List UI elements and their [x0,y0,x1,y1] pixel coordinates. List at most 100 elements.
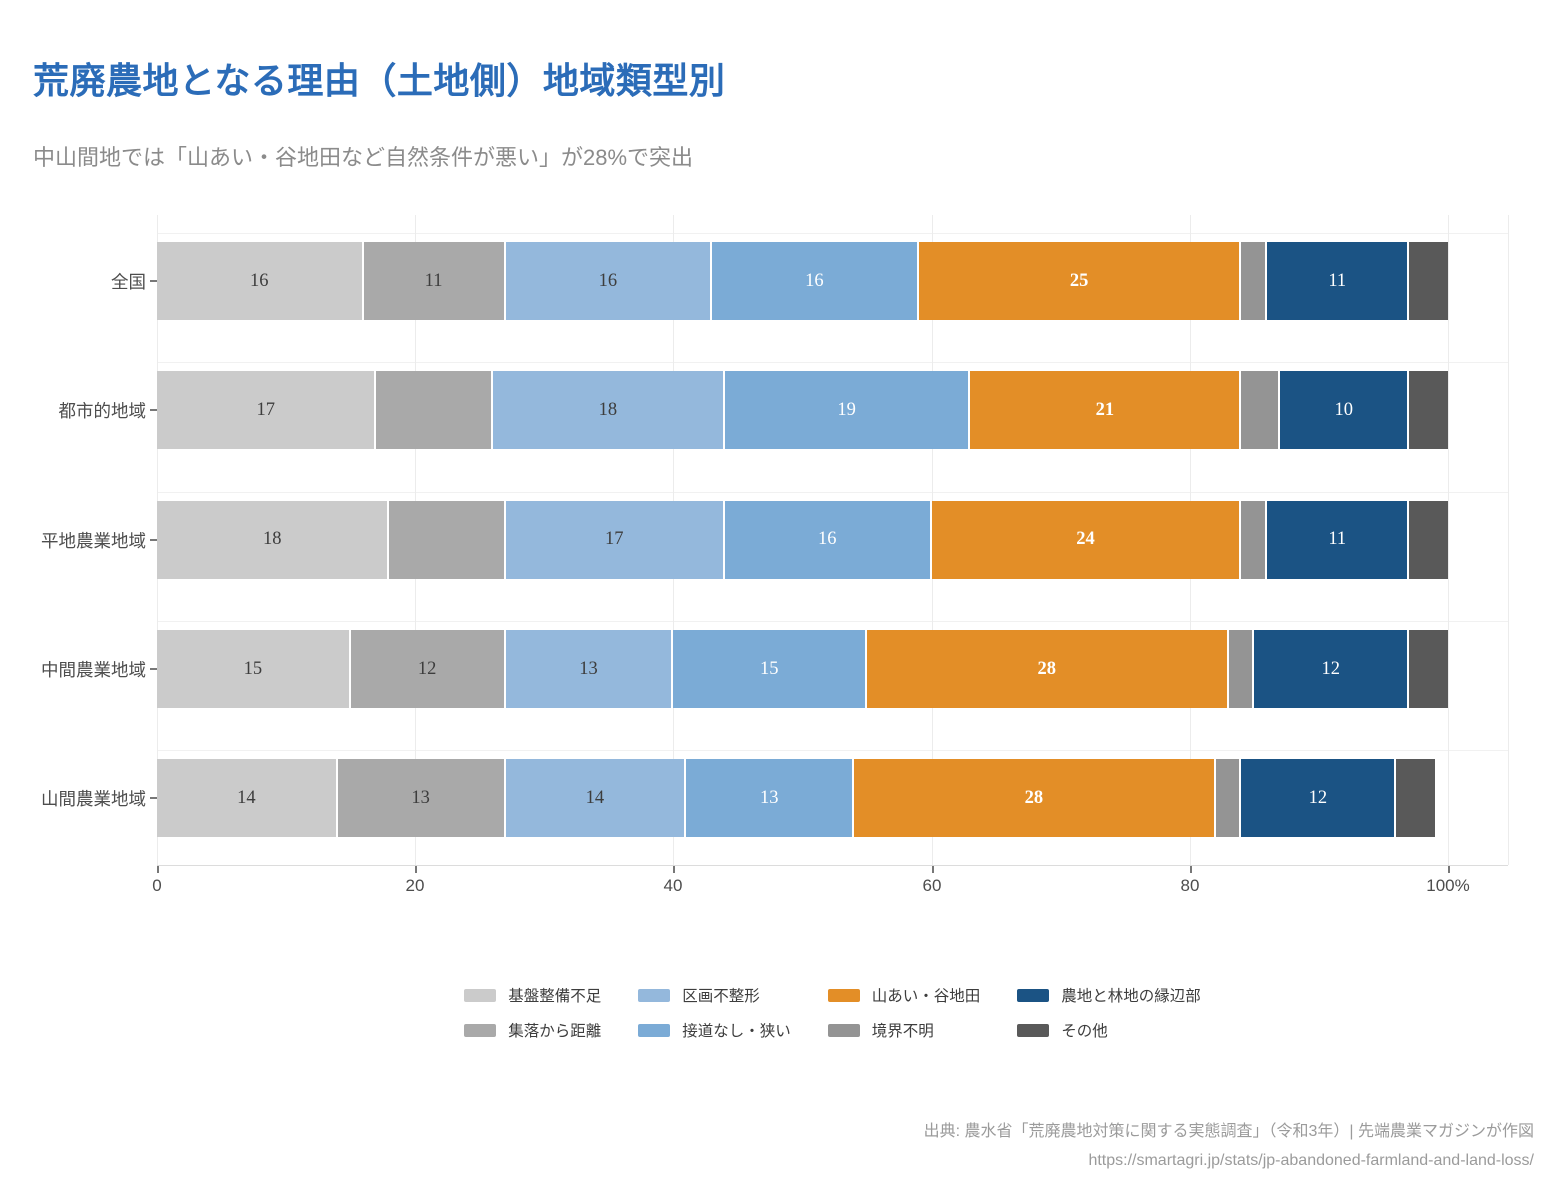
bar-segment [1409,242,1448,320]
x-axis-tick [673,866,675,873]
bar-segment: 15 [673,630,866,709]
bar-value-label: 28 [1037,658,1057,679]
bar-value-label: 18 [598,400,618,421]
bar-segment: 13 [337,759,504,838]
bar-segment [376,371,491,450]
bar-segment: 12 [350,630,504,709]
bar-segment [1396,759,1436,838]
bar-segment: 14 [157,759,336,838]
legend-swatch-icon [638,1023,671,1037]
legend-label: 接道なし・狭い [682,1023,791,1040]
bar-value-label: 24 [1076,529,1095,550]
bar-value-label: 13 [759,788,779,809]
legend-swatch-icon [464,1023,497,1037]
bar-segment: 21 [970,371,1240,450]
y-axis-tick [150,797,157,800]
bar-segment [1409,500,1448,579]
legend-swatch-icon [827,988,860,1002]
y-axis-label: 中間農業地域 [41,660,146,681]
bar-segment [1409,630,1448,709]
legend-item: 接道なし・狭い [638,1019,791,1041]
chart-legend: 基盤整備不足 集落から距離 区画不整形 接道なし・狭い 山あい・谷地田 境界不明 農地と林地… [157,984,1508,1041]
legend-item: 区画不整形 [638,984,791,1006]
bar-segment: 18 [492,371,724,450]
bar-value-label: 13 [579,658,598,679]
bar-segment [1241,500,1266,579]
bar-segment [1241,242,1266,320]
bar-value-label: 15 [243,658,263,679]
bar-value-label: 25 [1069,270,1089,291]
bar-value-label: 15 [759,658,779,679]
horizontal-gridline [157,362,1508,364]
bar-segment: 25 [918,242,1240,320]
bar-value-label: 16 [805,270,824,291]
horizontal-gridline [157,750,1508,752]
legend-label: 基盤整備不足 [508,988,602,1005]
bar-value-label: 16 [250,270,269,291]
bar-segment: 18 [157,500,388,579]
bar-value-label: 12 [1321,658,1341,679]
x-tick-label: 0 [152,876,162,895]
x-tick-label: 20 [405,876,425,895]
source-attribution: 出典: 農水省「荒廃農地対策に関する実態調査」（令和3年）| 先端農業マガジンが… [924,1118,1534,1175]
bar-segment: 14 [505,759,685,838]
page-title: 荒廃農地となる理由（土地側）地域類型別 [33,60,726,101]
bar-segment: 15 [157,630,349,709]
bar-value-label: 12 [1308,788,1328,809]
x-tick-label: 40 [663,876,683,895]
legend-swatch-icon [638,988,671,1002]
bar-segment: 11 [1267,242,1408,320]
bar-value-label: 19 [837,400,856,421]
legend-label: 山あい・谷地田 [871,988,981,1005]
x-axis-line [157,865,1508,866]
legend-label: その他 [1061,1023,1108,1040]
bar-segment: 28 [854,759,1214,838]
y-axis-label: 都市的地域 [58,401,147,422]
legend-swatch-icon [1017,1023,1050,1037]
y-axis-tick [150,668,157,671]
x-axis-tick [1448,866,1450,873]
x-axis-tick [932,866,934,873]
bar-value-label: 11 [1328,529,1347,550]
legend-item: 山あい・谷地田 [827,984,981,1006]
bar-segment: 28 [867,630,1227,709]
bar-segment: 16 [725,500,930,579]
page-subtitle: 中山間地では「山あい・谷地田など自然条件が悪い」が28%で突出 [33,145,694,170]
bar-segment [1228,630,1253,709]
bar-value-label: 28 [1024,788,1044,809]
x-tick-label: 100% [1426,876,1470,895]
legend-label: 集落から距離 [508,1023,602,1040]
bar-segment: 12 [1254,630,1408,709]
bar-value-label: 13 [411,788,430,809]
bar-segment: 11 [1267,500,1408,579]
legend-item: 境界不明 [827,1019,981,1041]
legend-swatch-icon [1017,988,1050,1002]
bar-segment [1241,371,1279,450]
y-axis-tick [150,538,157,541]
bar-value-label: 12 [417,658,437,679]
bar-segment [1215,759,1240,838]
bar-value-label: 14 [237,788,256,809]
bar-segment: 17 [157,371,375,450]
horizontal-gridline [157,233,1508,234]
legend-item: その他 [1017,1019,1201,1041]
x-axis-tick [415,866,417,873]
bar-segment: 10 [1280,371,1408,450]
bar-segment: 16 [157,242,362,320]
legend-item: 集落から距離 [464,1019,601,1041]
y-axis-tick [150,409,157,412]
horizontal-gridline [157,621,1508,623]
bar-segment: 16 [712,242,917,320]
y-axis-label: 全国 [111,272,146,292]
bar-value-label: 16 [598,270,618,291]
bar-value-label: 11 [1328,270,1347,291]
bar-value-label: 10 [1334,400,1353,421]
bar-segment: 12 [1241,759,1395,838]
legend-label: 境界不明 [871,1023,934,1040]
bar-segment: 24 [931,500,1240,579]
legend-label: 区画不整形 [682,988,760,1005]
x-axis-tick [157,866,159,873]
source-text: 出典: 農水省「荒廃農地対策に関する実態調査」（令和3年）| 先端農業マガジンが… [923,1123,1534,1140]
